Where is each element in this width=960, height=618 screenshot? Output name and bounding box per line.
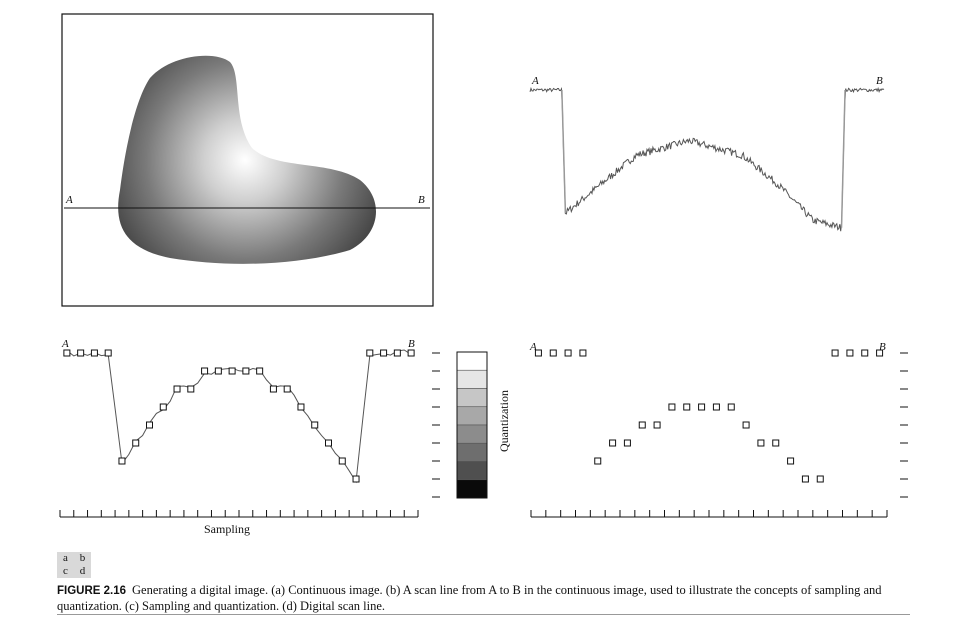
sample-marker	[407, 349, 415, 357]
digital-sample-marker	[564, 349, 572, 357]
digital-sample-marker	[757, 439, 765, 447]
quantization-level-swatch	[456, 461, 488, 481]
sample-marker	[214, 367, 222, 375]
panel-b-plot	[529, 87, 885, 232]
sample-marker	[352, 475, 360, 483]
digital-sample-marker	[801, 475, 809, 483]
sample-marker	[297, 403, 305, 411]
digital-sample-marker	[846, 349, 854, 357]
sample-marker	[228, 367, 236, 375]
digital-sample-marker	[683, 403, 691, 411]
quantization-level-swatch	[456, 479, 488, 499]
caption-rule	[57, 614, 910, 615]
sample-marker	[311, 421, 319, 429]
panel-c-plot	[59, 349, 440, 518]
sample-marker	[118, 457, 126, 465]
panel-letter-d: d	[79, 565, 86, 577]
digital-sample-marker	[653, 421, 661, 429]
scan-line-left-edge	[561, 89, 567, 214]
panel-letter-b: b	[79, 552, 86, 564]
panel-a-start-label: A	[65, 194, 73, 206]
digital-sample-marker	[831, 349, 839, 357]
digital-sample-marker	[638, 421, 646, 429]
sample-marker	[104, 349, 112, 357]
sample-marker	[173, 385, 181, 393]
panel-d-digital-scan-line: A B	[529, 341, 908, 518]
digital-sample-marker	[876, 349, 884, 357]
digital-sample-marker	[861, 349, 869, 357]
quantization-level-swatch	[456, 406, 488, 426]
panel-letter-key: a b c d	[57, 552, 91, 578]
sample-marker	[283, 385, 291, 393]
quantization-level-swatch	[456, 369, 488, 389]
scan-line-intensity-curve	[529, 87, 885, 232]
panel-b-start-label: A	[531, 75, 539, 87]
quantization-level-swatch	[456, 351, 488, 371]
panel-c-end-label: B	[408, 338, 415, 350]
digital-sample-marker	[816, 475, 824, 483]
sample-marker	[338, 457, 346, 465]
digital-sample-marker	[609, 439, 617, 447]
sample-marker	[63, 349, 71, 357]
digital-sample-marker	[698, 403, 706, 411]
continuous-image-blob	[118, 55, 377, 264]
digital-sample-marker	[668, 403, 676, 411]
digital-sample-marker	[623, 439, 631, 447]
sample-marker	[393, 349, 401, 357]
digital-sample-marker	[579, 349, 587, 357]
sample-marker	[132, 439, 140, 447]
figure-label: FIGURE 2.16	[57, 585, 127, 597]
sampling-axis-label: Sampling	[204, 522, 250, 536]
sample-marker	[380, 349, 388, 357]
panel-b-end-label: B	[876, 75, 883, 87]
caption-text: Generating a digital image. (a) Continuo…	[57, 583, 882, 613]
digital-sample-marker	[727, 403, 735, 411]
quantization-level-swatch	[456, 442, 488, 462]
panel-d-end-label: B	[879, 341, 886, 353]
digital-sample-marker	[742, 421, 750, 429]
quantization-gray-scale-bar	[456, 351, 488, 499]
sample-marker	[201, 367, 209, 375]
quantization-level-swatch	[456, 388, 488, 408]
sample-marker	[366, 349, 374, 357]
digital-sample-marker	[594, 457, 602, 465]
sample-marker	[325, 439, 332, 447]
panel-d-plot	[530, 349, 908, 518]
panel-a-end-label: B	[418, 194, 425, 206]
quantization-axis-label: Quantization	[497, 390, 511, 452]
sample-marker	[90, 349, 98, 357]
figure-caption: FIGURE 2.16 Generating a digital image. (…	[57, 583, 927, 614]
sample-marker	[187, 385, 195, 393]
panel-d-start-label: A	[529, 341, 537, 353]
scan-line-right-edge	[840, 89, 846, 228]
panel-letter-a: a	[63, 552, 68, 564]
digital-sample-marker	[712, 403, 720, 411]
sample-marker	[269, 385, 277, 393]
sample-marker	[77, 349, 85, 357]
sample-marker	[242, 367, 250, 375]
digital-sample-marker	[772, 439, 780, 447]
sample-marker	[159, 403, 167, 411]
panel-b-scan-line: A B	[529, 75, 885, 232]
digital-sample-marker	[534, 349, 542, 357]
panel-c-start-label: A	[61, 338, 69, 350]
quantization-bar-frame	[456, 351, 488, 499]
digital-sample-marker	[549, 349, 557, 357]
panel-a-continuous-image: A B	[61, 13, 434, 307]
sample-marker	[256, 367, 264, 375]
sample-marker	[146, 421, 153, 429]
quantization-level-swatch	[456, 424, 488, 444]
panel-letter-c: c	[63, 565, 68, 577]
digital-sample-marker	[787, 457, 795, 465]
panel-c-sampling-quantization: A B Sampling Quantization	[59, 338, 511, 536]
